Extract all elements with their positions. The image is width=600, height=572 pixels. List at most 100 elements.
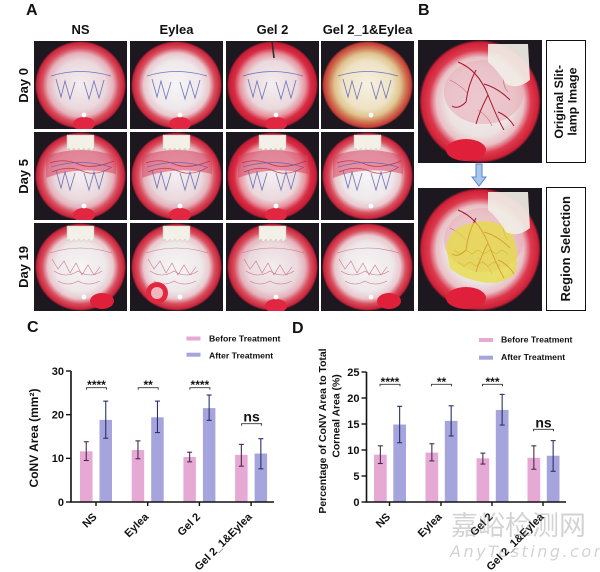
image-detail-mesh	[336, 247, 400, 285]
bar-after-treatment	[393, 424, 406, 502]
column-header-ns: NS	[71, 22, 90, 37]
panel-letter-d: D	[292, 320, 304, 337]
slit-lamp-image	[130, 41, 223, 129]
significance-label: ns	[535, 414, 552, 430]
row-label-day19: Day 19	[15, 223, 33, 311]
region-selection-label: Region Selection	[558, 196, 574, 302]
image-detail-notch	[162, 225, 191, 243]
significance-label: ****	[87, 378, 106, 392]
image-detail-shine	[177, 112, 183, 118]
image-detail-blob	[265, 299, 287, 311]
bar-before-treatment	[425, 452, 439, 502]
significance-label: ***	[485, 375, 499, 389]
image-detail-shine	[368, 294, 374, 300]
image-detail-shine	[273, 294, 279, 300]
error-bar	[377, 445, 383, 465]
image-detail-mesh	[49, 247, 113, 285]
bar-after-treatment	[444, 420, 458, 502]
x-tick-label: NS	[80, 511, 99, 530]
watermark-cjk: 嘉峪检测网	[451, 511, 586, 542]
image-detail-stitch	[50, 71, 112, 100]
image-detail-shine	[368, 203, 374, 209]
error-bar	[258, 438, 264, 470]
image-detail-blob	[169, 117, 191, 129]
significance-bracket	[137, 387, 159, 390]
significance-bracket	[482, 383, 503, 387]
image-detail-notch	[258, 225, 287, 243]
slit-lamp-image-detail	[49, 225, 114, 309]
x-tick-label: Eylea	[123, 511, 152, 540]
y-tick-label: 0	[58, 497, 64, 509]
slit-lamp-image-detail	[332, 134, 404, 209]
x-tick-label: Eylea	[416, 511, 445, 540]
y-tick-label: 20	[52, 410, 64, 422]
image-detail-blobL	[146, 282, 168, 304]
y-tick-label: 10	[52, 453, 64, 465]
image-detail-shine	[177, 203, 183, 209]
image-detail-mesh	[145, 247, 209, 285]
bar-before-treatment	[235, 454, 248, 502]
column-header-gel2-eylea: Gel 2_1&Eylea	[322, 22, 413, 37]
row-label-day5: Day 5	[15, 132, 33, 220]
bar-before-treatment	[131, 450, 145, 502]
image-detail-blob	[73, 117, 95, 129]
slit-lamp-image	[130, 223, 223, 311]
region-selection-label-box: Region Selection	[546, 187, 586, 311]
slit-lamp-image	[226, 132, 319, 220]
bar-before-treatment	[527, 457, 541, 502]
slit-lamp-image	[130, 132, 223, 220]
image-detail-notch	[353, 134, 382, 152]
image-detail-mesh	[241, 247, 305, 285]
column-header-gel2: Gel 2	[256, 22, 289, 37]
bar-after-treatment	[99, 419, 112, 502]
error-bar	[480, 452, 486, 465]
image-detail-shine	[273, 203, 279, 209]
image-detail-shine	[81, 112, 87, 118]
significance-label: ****	[191, 378, 210, 392]
y-tick-label: 5	[353, 471, 359, 483]
significance-label: **	[437, 375, 447, 389]
image-detail-band	[45, 149, 117, 179]
image-detail-shine	[81, 203, 87, 209]
slit-lamp-image-detail	[242, 41, 304, 129]
legend-label-before: Before Treatment	[501, 335, 573, 345]
original-image-label-box: Original Slit-lamp Image	[546, 40, 586, 163]
bar-before-treatment	[183, 457, 196, 502]
slit-lamp-image-detail	[444, 44, 530, 161]
image-detail-bblob	[446, 139, 486, 161]
slit-lamp-image-detail	[50, 71, 112, 129]
image-detail-stitch	[337, 71, 399, 100]
significance-bracket	[86, 387, 107, 390]
original-image-label: Original Slit-lamp Image	[552, 65, 580, 139]
bar-after-treatment	[495, 409, 509, 502]
significance-bracket	[379, 383, 401, 387]
slit-lamp-image-detail	[145, 225, 209, 304]
image-detail-needle	[271, 41, 275, 59]
legend-label-before: Before Treatment	[209, 334, 281, 344]
image-detail-shine	[273, 112, 279, 118]
slit-lamp-image-detail	[45, 134, 117, 220]
image-detail-shine	[368, 112, 374, 118]
bar-before-treatment	[80, 451, 93, 502]
error-bar	[238, 443, 244, 467]
significance-label: ns	[243, 409, 260, 425]
legend-swatch-after	[186, 352, 201, 357]
error-bar	[397, 405, 403, 444]
x-tick-label: NS	[374, 511, 393, 530]
legend-swatch-before	[479, 338, 493, 342]
error-bar	[154, 400, 160, 434]
slit-lamp-image	[321, 41, 414, 129]
y-tick-label: 30	[52, 366, 64, 378]
slit-lamp-image-detail	[336, 247, 401, 309]
image-detail-blob	[73, 208, 95, 220]
image-detail-blobR	[377, 293, 401, 309]
slit-lamp-image-detail	[337, 71, 399, 118]
significance-bracket	[533, 428, 554, 432]
legend-swatch-after	[479, 355, 493, 360]
panel-letter-c: C	[27, 319, 39, 336]
x-tick-label: Gel 2	[176, 511, 204, 539]
watermark-latin: AnyTesting.com	[450, 542, 600, 561]
image-detail-blob	[265, 208, 287, 220]
image-detail-blob	[169, 208, 191, 220]
